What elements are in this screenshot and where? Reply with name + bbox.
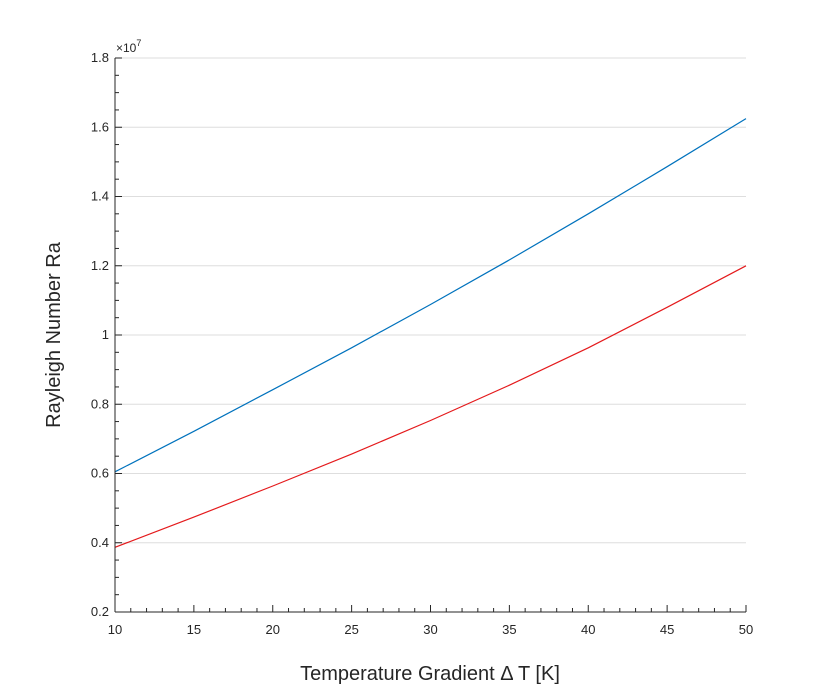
x-tick-label: 40 xyxy=(581,622,595,637)
x-axis-title: Temperature Gradient Δ T [K] xyxy=(300,663,560,685)
y-axis-multiplier: ×107 xyxy=(116,38,141,55)
y-axis-title: Rayleigh Number Ra xyxy=(43,241,65,428)
series-line-1 xyxy=(114,118,747,473)
y-tick-label: 0.2 xyxy=(91,604,109,619)
y-tick-label: 0.6 xyxy=(91,466,109,481)
y-tick-label: 0.4 xyxy=(91,535,109,550)
y-multiplier-base: ×10 xyxy=(116,41,137,55)
x-tick-label: 45 xyxy=(660,622,674,637)
y-tick-label: 0.8 xyxy=(91,396,109,411)
tick-marks xyxy=(114,57,747,613)
x-tick-label: 20 xyxy=(266,622,280,637)
y-tick-label: 1.4 xyxy=(91,189,109,204)
y-tick-label: 1.6 xyxy=(91,119,109,134)
series-lines xyxy=(114,118,747,548)
y-tick-label: 1.8 xyxy=(91,50,109,65)
tick-labels: 0.2 0.4 0.6 0.8 1 1.2 1.4 1.6 1.8 10 15 20 25 30 35 40 4… xyxy=(91,50,753,637)
x-tick-label: 30 xyxy=(423,622,437,637)
x-tick-label: 50 xyxy=(739,622,753,637)
series-line-2 xyxy=(114,265,747,548)
y-tick-label: 1 xyxy=(102,327,109,342)
x-tick-label: 10 xyxy=(108,622,122,637)
grid-lines xyxy=(115,57,746,613)
x-tick-label: 25 xyxy=(344,622,358,637)
y-tick-label: 1.2 xyxy=(91,258,109,273)
x-tick-label: 15 xyxy=(187,622,201,637)
x-tick-label: 35 xyxy=(502,622,516,637)
y-multiplier-exponent: 7 xyxy=(136,38,141,48)
